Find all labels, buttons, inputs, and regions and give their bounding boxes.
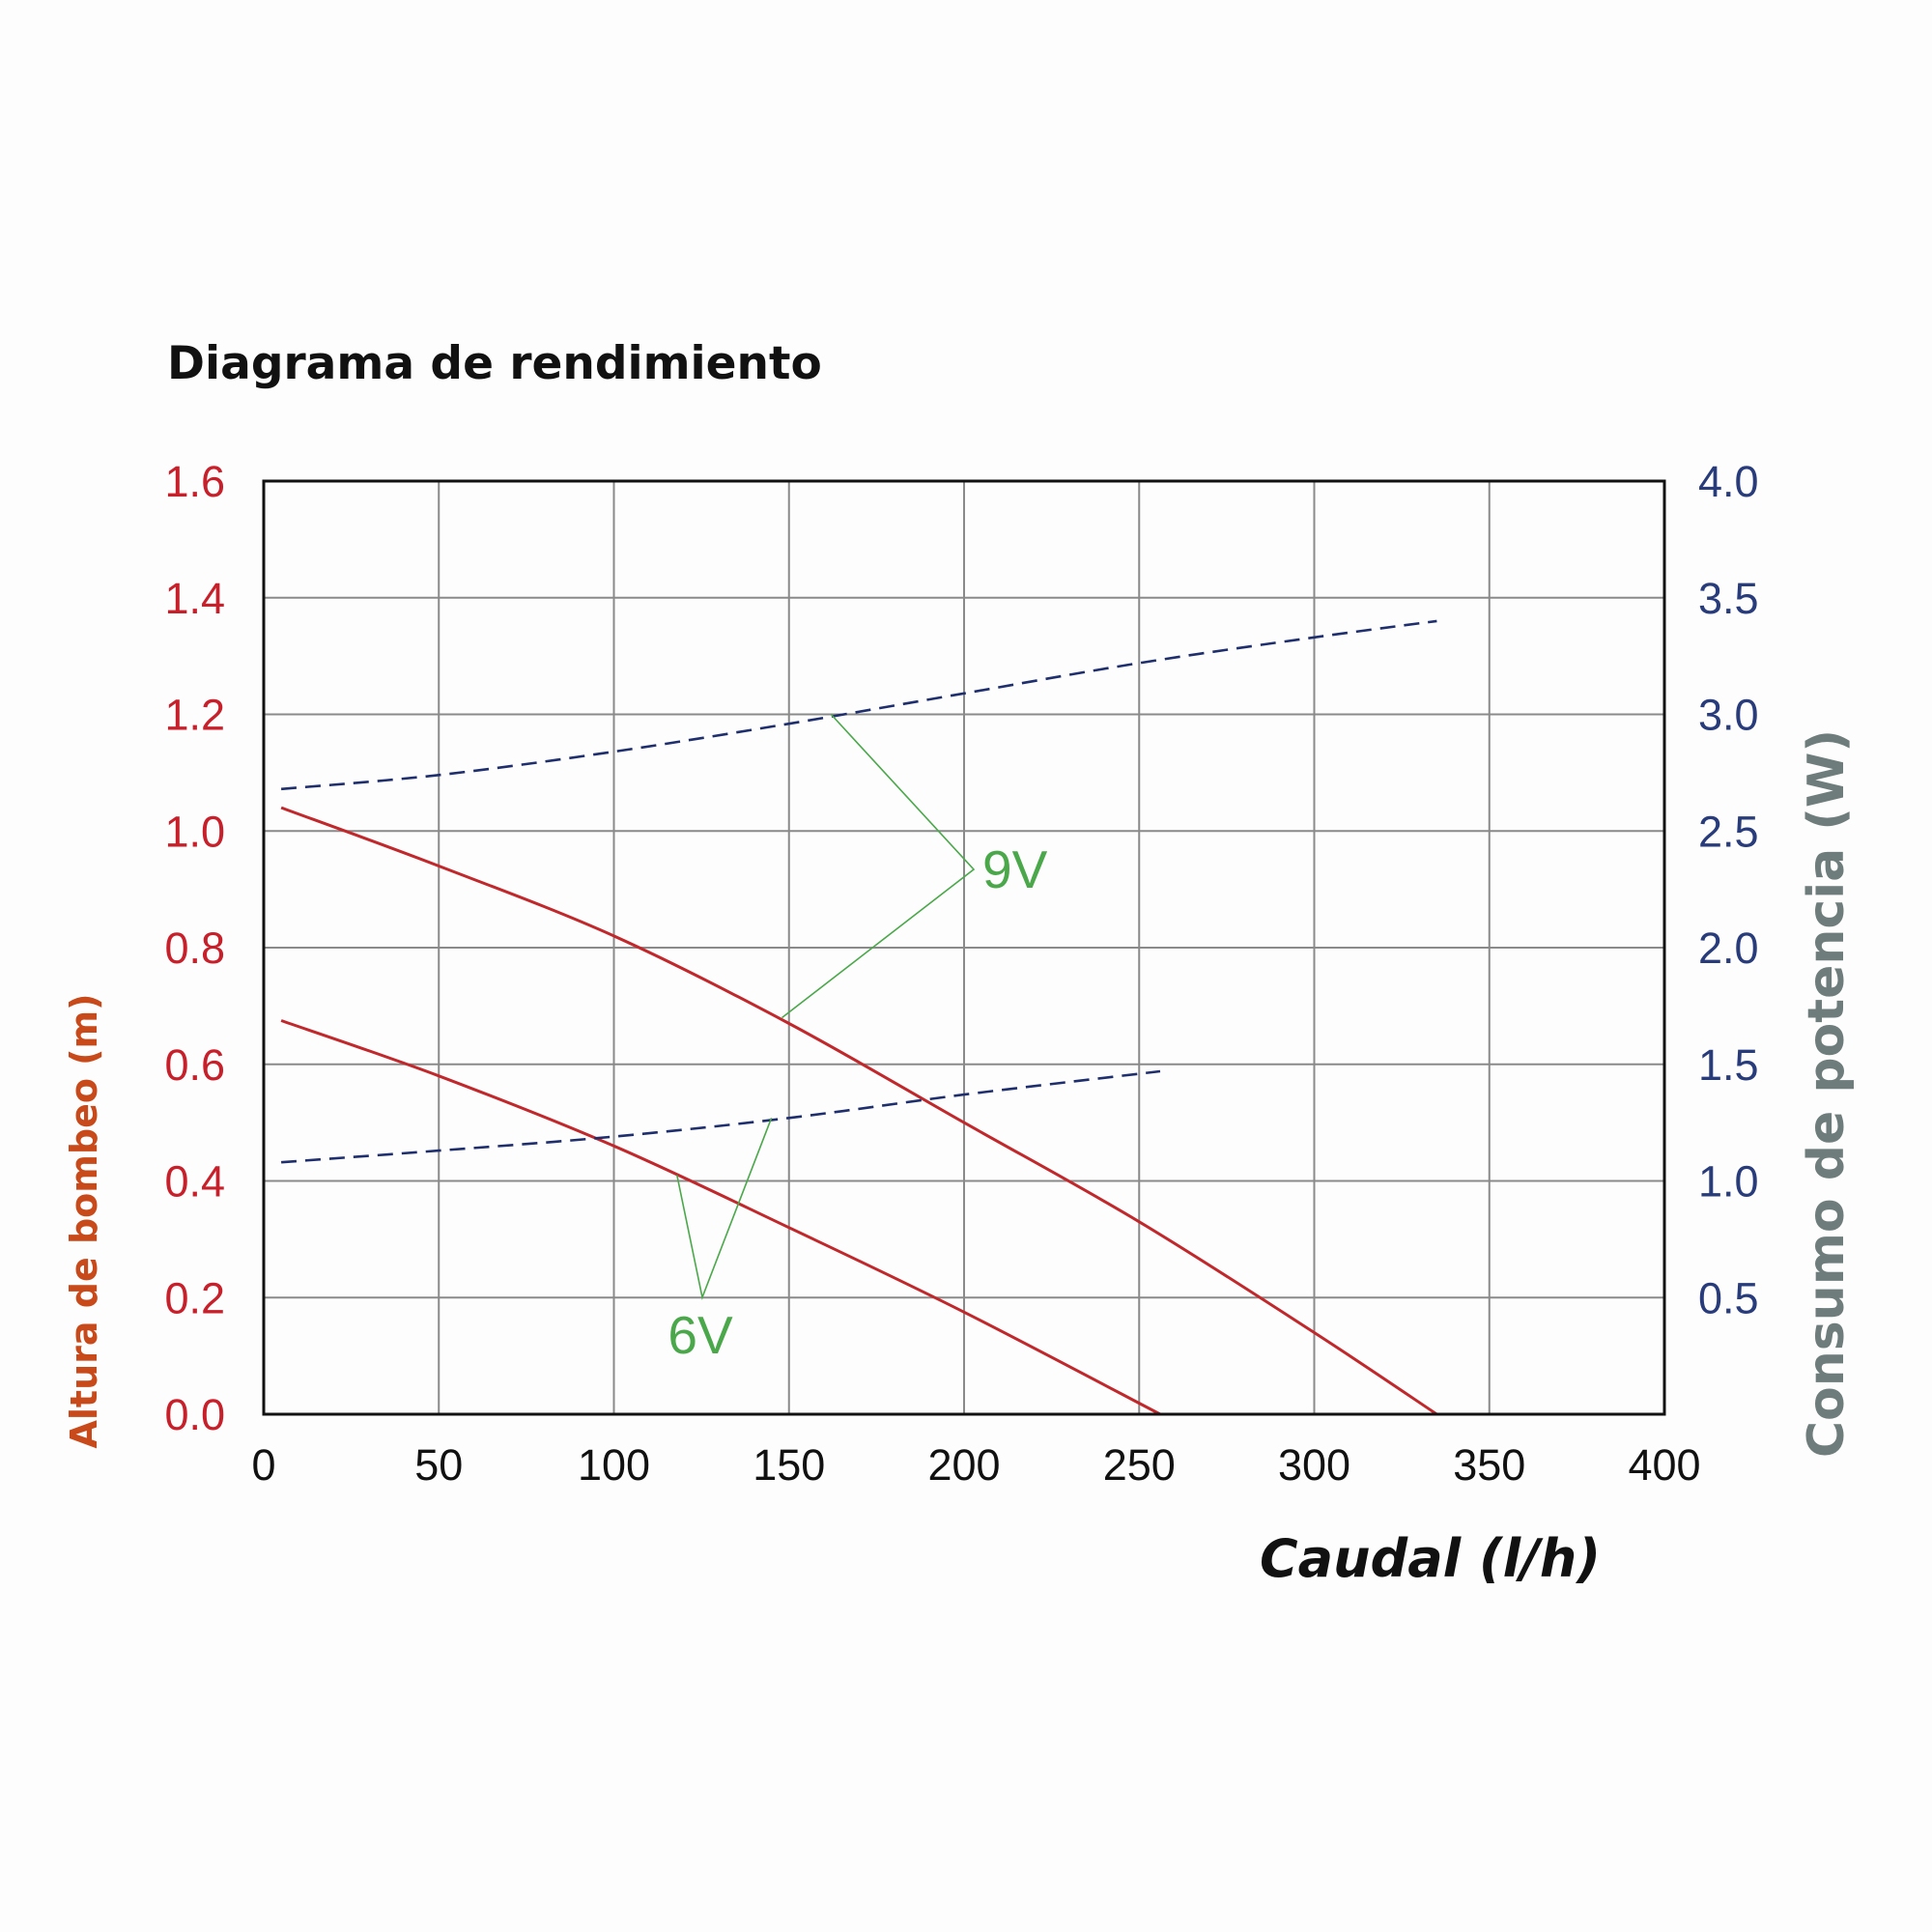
y-left-tick-label: 1.6: [164, 457, 225, 506]
y-right-tick-label: 3.0: [1698, 691, 1759, 740]
series-height-6v: [280, 1019, 1161, 1416]
y-axis-right-label: Consumo de potencia (W): [1798, 729, 1856, 1458]
y-axis-left-label: Altura de bombeo (m): [63, 993, 105, 1448]
y-left-tick-label: 1.4: [164, 574, 225, 623]
y-right-tick-label: 2.0: [1698, 923, 1759, 973]
y-left-tick-label: 0.4: [164, 1157, 225, 1207]
y-left-tick-label: 1.0: [164, 807, 225, 856]
x-tick-label: 150: [753, 1440, 825, 1490]
annotation-leader-9v: [781, 713, 976, 1019]
annotation-label-9v: 9V: [982, 839, 1048, 899]
y-left-tick-label: 0.8: [164, 923, 225, 973]
y-left-tick-label: 0.0: [164, 1390, 225, 1439]
x-tick-label: 250: [1103, 1440, 1176, 1490]
series-power-6v: [281, 1069, 1161, 1164]
y-right-tick-label: 2.5: [1698, 807, 1759, 856]
y-right-tick-label: 3.5: [1698, 574, 1759, 623]
y-right-tick-label: 0.5: [1698, 1273, 1759, 1322]
y-left-tick-label: 0.2: [164, 1273, 225, 1322]
curves: [280, 619, 1438, 1416]
x-tick-label: 300: [1278, 1440, 1350, 1490]
series-power-9v: [280, 619, 1437, 791]
chart-title: Diagrama de rendimiento: [167, 337, 822, 390]
y-left-tick-label: 0.6: [164, 1040, 225, 1090]
x-tick-label: 50: [414, 1440, 463, 1490]
tick-labels: 0 50 100 150 200 250 300 350 400 0.0 0.2 0.4 0.6 0.8 1…: [164, 457, 1758, 1490]
series-height-9v: [280, 806, 1438, 1416]
annotations: 9V 6V: [668, 713, 1048, 1365]
y-left-tick-label: 1.2: [164, 691, 225, 740]
x-tick-label: 200: [927, 1440, 1000, 1490]
x-axis-label: Caudal (l/h): [1260, 1528, 1601, 1589]
x-tick-label: 100: [578, 1440, 650, 1490]
annotation-leader-6v: [676, 1118, 773, 1300]
plot-frame: [262, 479, 1666, 1416]
y-right-tick-label: 1.5: [1698, 1040, 1759, 1090]
x-tick-label: 400: [1628, 1440, 1700, 1490]
y-right-tick-label: 1.0: [1698, 1157, 1759, 1207]
y-right-tick-label: 4.0: [1698, 457, 1759, 506]
grid: [263, 480, 1665, 1415]
x-tick-label: 0: [251, 1440, 275, 1490]
x-tick-label: 350: [1453, 1440, 1525, 1490]
annotation-label-6v: 6V: [668, 1305, 733, 1365]
